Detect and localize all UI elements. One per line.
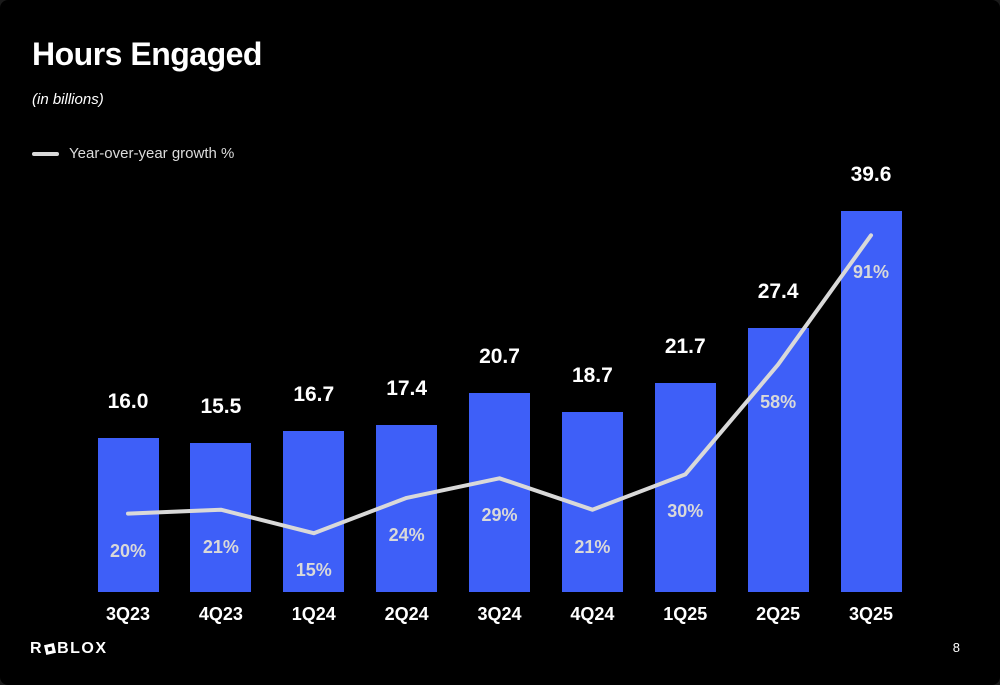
x-axis-label: 4Q23: [198, 604, 243, 624]
growth-percent-label: 15%: [295, 560, 332, 581]
bar-3Q24: [469, 392, 530, 592]
x-axis-label: 2Q25: [756, 604, 801, 624]
bar-value-label: 16.0: [107, 390, 149, 414]
page-title: Hours Engaged: [32, 36, 262, 72]
growth-percent-label: 21%: [574, 536, 611, 557]
growth-percent-label: 30%: [667, 501, 704, 522]
bar-4Q24: [561, 412, 623, 592]
bar-4Q23: [190, 442, 252, 592]
bar-value-label: 18.7: [571, 364, 613, 388]
x-axis-label: 4Q24: [570, 604, 615, 624]
x-axis-label: 3Q25: [848, 604, 894, 624]
growth-percent-label: 91%: [852, 262, 890, 283]
bar-value-label: 16.7: [293, 383, 335, 407]
x-axis-label: 2Q24: [384, 604, 429, 624]
bar-1Q25: [654, 383, 716, 592]
bar-value-label: 15.5: [200, 394, 242, 418]
growth-percent-label: 29%: [481, 505, 518, 526]
logo-text-blox: BLOX: [57, 640, 108, 657]
bar-value-label: 17.4: [386, 376, 428, 400]
roblox-logo: R BLOX: [30, 640, 108, 658]
bar-3Q23: [97, 438, 159, 592]
bar-2Q24: [376, 424, 438, 592]
legend-label: Year-over-year growth %: [69, 145, 235, 162]
line-swatch-icon: [32, 151, 59, 156]
legend: Year-over-year growth %: [32, 145, 234, 162]
growth-percent-label: 58%: [760, 391, 797, 412]
growth-percent-label: 20%: [109, 540, 147, 561]
bar-value-label: 21.7: [664, 335, 706, 359]
x-axis-label: 3Q23: [105, 604, 151, 624]
x-axis-label: 3Q24: [477, 604, 522, 624]
roblox-square-hole: [47, 646, 53, 652]
bar-value-label: 20.7: [479, 344, 520, 368]
x-axis-label: 1Q24: [291, 604, 336, 624]
growth-percent-label: 24%: [388, 524, 425, 545]
x-axis-label: 1Q25: [663, 604, 708, 624]
page-number: 8: [952, 640, 960, 655]
page-subtitle: (in billions): [32, 91, 104, 108]
bar-value-label: 39.6: [850, 163, 892, 187]
bar-2Q25: [747, 328, 809, 592]
logo-text-r: R: [30, 640, 44, 657]
roblox-tilted-square-icon: [44, 643, 57, 655]
growth-percent-label: 21%: [202, 536, 239, 557]
bar-value-label: 27.4: [757, 280, 799, 304]
